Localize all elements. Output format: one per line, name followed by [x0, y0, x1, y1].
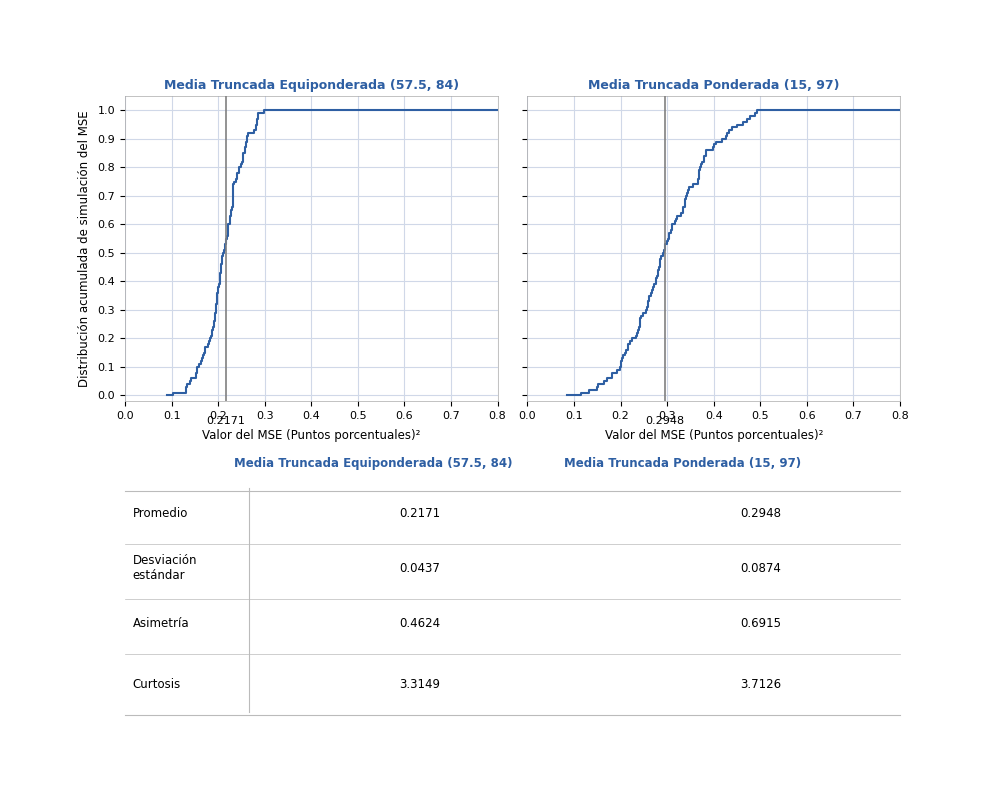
Text: 0.6915: 0.6915 — [740, 617, 781, 630]
Text: 0.2171: 0.2171 — [207, 416, 246, 426]
Text: Desviación
estándar: Desviación estándar — [133, 554, 197, 582]
Text: Promedio: Promedio — [133, 506, 188, 520]
Text: 0.0874: 0.0874 — [740, 562, 781, 575]
Text: Media Truncada Equiponderada (57.5, 84): Media Truncada Equiponderada (57.5, 84) — [234, 457, 512, 470]
Text: 0.2948: 0.2948 — [740, 506, 781, 520]
Text: 0.2171: 0.2171 — [399, 506, 440, 520]
X-axis label: Valor del MSE (Puntos porcentuales)²: Valor del MSE (Puntos porcentuales)² — [202, 429, 420, 442]
Title: Media Truncada Ponderada (15, 97): Media Truncada Ponderada (15, 97) — [588, 79, 839, 92]
Text: Asimetría: Asimetría — [133, 617, 189, 630]
Y-axis label: Distribución acumulada de simulación del MSE: Distribución acumulada de simulación del… — [78, 110, 91, 387]
Title: Media Truncada Equiponderada (57.5, 84): Media Truncada Equiponderada (57.5, 84) — [164, 79, 459, 92]
Text: Media Truncada Ponderada (15, 97): Media Truncada Ponderada (15, 97) — [564, 457, 802, 470]
Text: 3.7126: 3.7126 — [740, 678, 781, 691]
X-axis label: Valor del MSE (Puntos porcentuales)²: Valor del MSE (Puntos porcentuales)² — [605, 429, 823, 442]
Text: 3.3149: 3.3149 — [399, 678, 440, 691]
Text: 0.0437: 0.0437 — [399, 562, 440, 575]
Text: 0.4624: 0.4624 — [399, 617, 440, 630]
Text: 0.2948: 0.2948 — [645, 416, 684, 426]
Text: Curtosis: Curtosis — [133, 678, 181, 691]
